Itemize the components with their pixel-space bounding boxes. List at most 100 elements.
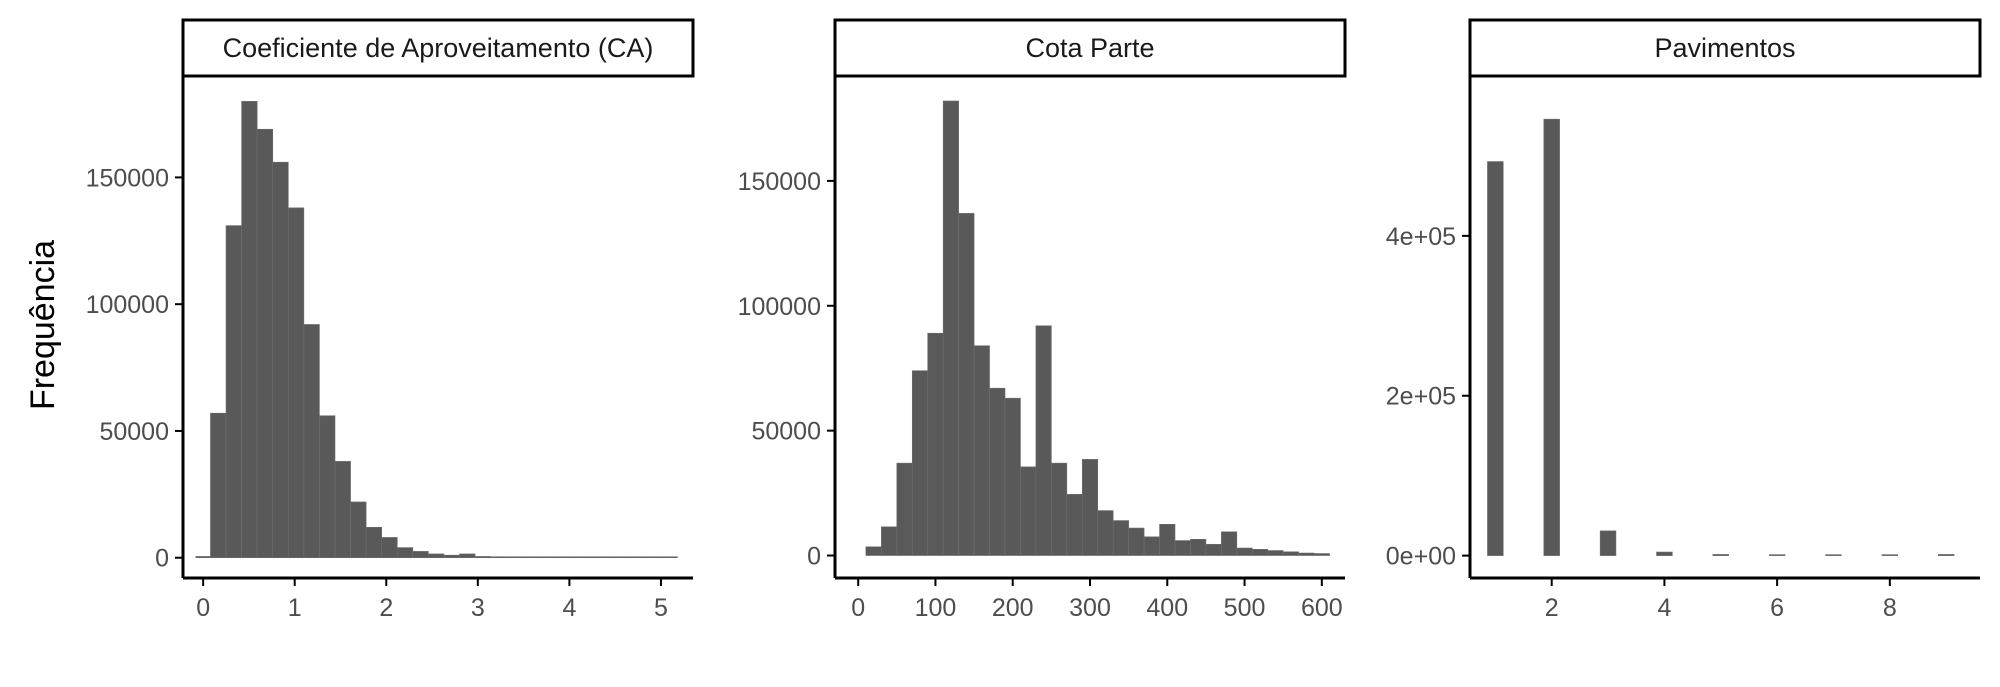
panel-pavimentos-bars: [1487, 118, 1955, 556]
panel-ca-bars: [195, 101, 678, 559]
panel-ca-bar-23: [552, 556, 569, 559]
panel-cota-parte-bar-13: [1066, 494, 1083, 556]
panel-ca-bar-29: [646, 556, 663, 559]
panel-ca-bar-28: [630, 556, 647, 559]
panel-ca-y-tick-label-3: 150000: [86, 164, 169, 192]
panel-cota-parte-bar-12: [1051, 462, 1068, 556]
panel-pavimentos-bar-8: [1937, 554, 1955, 556]
panel-ca-title: Coeficiente de Aproveitamento (CA): [223, 33, 654, 63]
panel-ca-axes: 0 50000 100000 150000 0 1 2 3 4 5: [86, 76, 693, 622]
panel-cota-parte-bar-10: [1020, 466, 1037, 556]
panel-cota-parte-x-tick-label-0: 0: [851, 594, 865, 622]
panel-ca-x-tick-label-1: 1: [288, 594, 302, 622]
panel-cota-parte-bar-11: [1035, 325, 1052, 556]
panel-cota-parte-bar-23: [1221, 531, 1238, 556]
panel-ca-bar-18: [474, 556, 491, 559]
panel-pavimentos-axes: 0e+00 2e+05 4e+05 2 4 6 8: [1386, 76, 1980, 622]
panel-cota-parte-bar-14: [1081, 459, 1099, 556]
panel-pavimentos-y-tick-label-1: 2e+05: [1386, 383, 1456, 411]
panel-pavimentos-y-tick-label-0: 0e+00: [1386, 543, 1456, 571]
panel-ca-bar-12: [381, 537, 398, 559]
panel-ca-bar-14: [412, 551, 429, 559]
panel-cota-parte-axes: 0 50000 100000 150000 0 100 200 300 400 500 600: [738, 76, 1345, 622]
panel-cota-parte-x-tick-label-2: 200: [992, 594, 1034, 622]
panel-ca-bar-0: [195, 556, 211, 559]
panel-ca-x-tick-label-4: 4: [562, 594, 576, 622]
panel-cota-parte-bar-1: [881, 526, 898, 556]
panel-ca-bar-22: [537, 556, 554, 559]
panel-cota-parte-bar-18: [1143, 536, 1160, 556]
panel-cota-parte-bar-17: [1128, 527, 1145, 556]
panel-pavimentos: Pavimentos 0e+00 2e+05 4e+05 2 4 6 8: [1386, 18, 1982, 622]
panel-cota-parte-bar-20: [1174, 540, 1191, 556]
panel-ca-bar-13: [396, 547, 414, 559]
panel-ca-bar-1: [210, 412, 227, 559]
panel-cota-parte-bar-21: [1190, 538, 1207, 556]
panel-pavimentos-y-tick-label-2: 4e+05: [1386, 223, 1456, 251]
panel-ca-y-tick-label-1: 50000: [99, 418, 169, 446]
panel-ca-bar-26: [599, 556, 616, 559]
panel-cota-parte-bar-5: [942, 100, 959, 556]
panel-ca-bar-4: [256, 128, 274, 559]
panel-cota-parte-y-tick-label-1: 50000: [751, 418, 821, 446]
panel-cota-parte-bar-26: [1267, 550, 1284, 556]
panel-cota-parte-strip: [833, 18, 1347, 78]
panel-pavimentos-x-tick-label-1: 4: [1657, 594, 1671, 622]
panel-cota-parte-bar-6: [958, 213, 975, 556]
panel-ca-bar-19: [490, 556, 507, 559]
panel-pavimentos-bar-0: [1487, 161, 1504, 556]
panel-ca-bar-5: [272, 161, 289, 559]
panel-ca-bar-9: [334, 461, 351, 559]
panel-pavimentos-bar-6: [1825, 554, 1842, 556]
panel-cota-parte-bar-24: [1236, 547, 1253, 556]
y-axis-label: Frequência: [24, 240, 62, 410]
panel-ca-bar-17: [459, 553, 476, 559]
panel-pavimentos-bar-4: [1712, 554, 1729, 556]
panel-cota-parte-bar-16: [1112, 520, 1129, 556]
panel-cota-parte-x-tick-label-6: 600: [1301, 594, 1343, 622]
panel-cota-parte-bar-19: [1159, 524, 1176, 556]
panel-cota-parte-bar-15: [1097, 510, 1114, 556]
panel-ca-bar-20: [505, 556, 523, 559]
panel-ca-x-tick-label-3: 3: [471, 594, 485, 622]
panel-cota-parte-bar-0: [865, 546, 882, 556]
panel-ca-y-tick-label-2: 100000: [86, 291, 169, 319]
panel-cota-parte-y-tick-label-0: 0: [807, 543, 821, 571]
panel-ca-bar-8: [319, 415, 336, 559]
panel-ca-x-tick-label-0: 0: [196, 594, 210, 622]
panel-ca-bar-10: [350, 501, 367, 559]
panel-cota-parte-bars: [865, 100, 1330, 556]
panel-ca-bar-16: [443, 554, 460, 559]
panel-ca-bar-21: [521, 556, 538, 559]
panel-cota-parte-bar-27: [1282, 551, 1299, 556]
panel-ca-bar-6: [287, 207, 305, 559]
panel-cota-parte-bar-7: [973, 345, 990, 556]
panel-cota-parte-bar-25: [1251, 548, 1269, 556]
panel-cota-parte: Cota Parte 0 50000 100000 150000 0 100 200 300 4…: [738, 18, 1347, 622]
panel-pavimentos-bar-1: [1543, 118, 1560, 556]
panel-ca-bar-15: [428, 553, 445, 559]
panel-pavimentos-title: Pavimentos: [1654, 33, 1795, 63]
panel-ca-bar-2: [225, 225, 242, 559]
panel-cota-parte-x-tick-label-3: 300: [1069, 594, 1111, 622]
panel-pavimentos-strip: [1468, 18, 1982, 78]
panel-ca-bar-30: [661, 556, 678, 559]
panel-cota-parte-x-tick-label-1: 100: [915, 594, 957, 622]
panel-ca: Coeficiente de Aproveitamento (CA) 0 5000…: [86, 18, 695, 622]
panel-pavimentos-bar-3: [1656, 551, 1673, 556]
panel-ca-x-tick-label-5: 5: [654, 594, 668, 622]
panel-pavimentos-x-tick-label-0: 2: [1545, 594, 1559, 622]
panel-cota-parte-y-tick-label-3: 150000: [738, 168, 821, 196]
panel-cota-parte-bar-2: [896, 462, 913, 556]
panel-ca-bar-25: [583, 556, 600, 559]
panel-pavimentos-bar-5: [1768, 554, 1786, 556]
panel-ca-bar-3: [241, 101, 258, 559]
panel-pavimentos-bar-2: [1599, 530, 1617, 556]
panel-ca-y-tick-label-0: 0: [155, 545, 169, 573]
panel-cota-parte-bar-4: [927, 332, 944, 556]
panel-pavimentos-bar-7: [1881, 554, 1899, 556]
panel-ca-x-tick-label-2: 2: [379, 594, 393, 622]
panel-cota-parte-bar-8: [989, 387, 1006, 556]
